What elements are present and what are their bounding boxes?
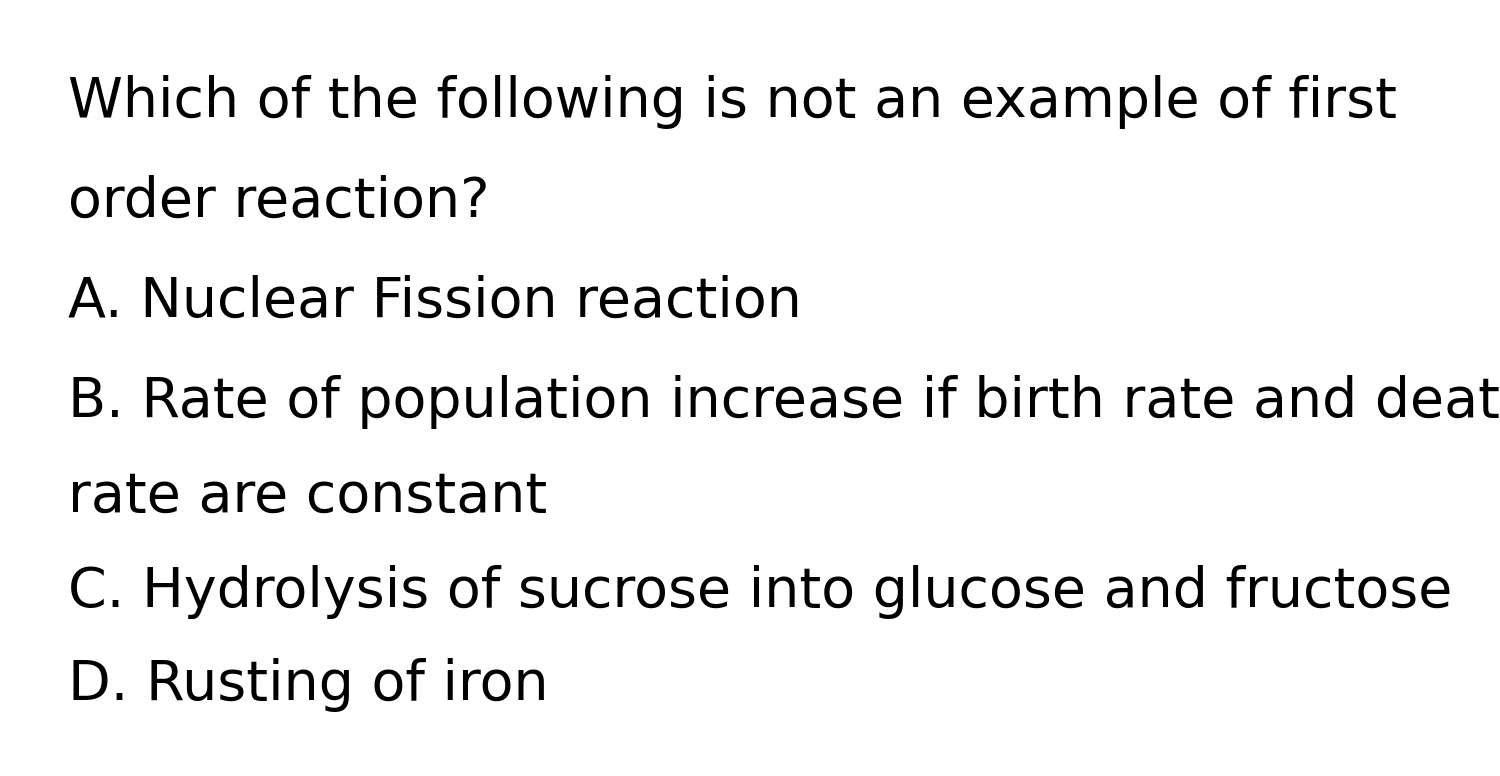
Text: order reaction?: order reaction? [68,175,489,229]
Text: A. Nuclear Fission reaction: A. Nuclear Fission reaction [68,275,801,329]
Text: C. Hydrolysis of sucrose into glucose and fructose: C. Hydrolysis of sucrose into glucose an… [68,565,1452,619]
Text: D. Rusting of iron: D. Rusting of iron [68,658,548,712]
Text: B. Rate of population increase if birth rate and death: B. Rate of population increase if birth … [68,375,1500,429]
Text: Which of the following is not an example of first: Which of the following is not an example… [68,75,1396,129]
Text: rate are constant: rate are constant [68,470,546,524]
